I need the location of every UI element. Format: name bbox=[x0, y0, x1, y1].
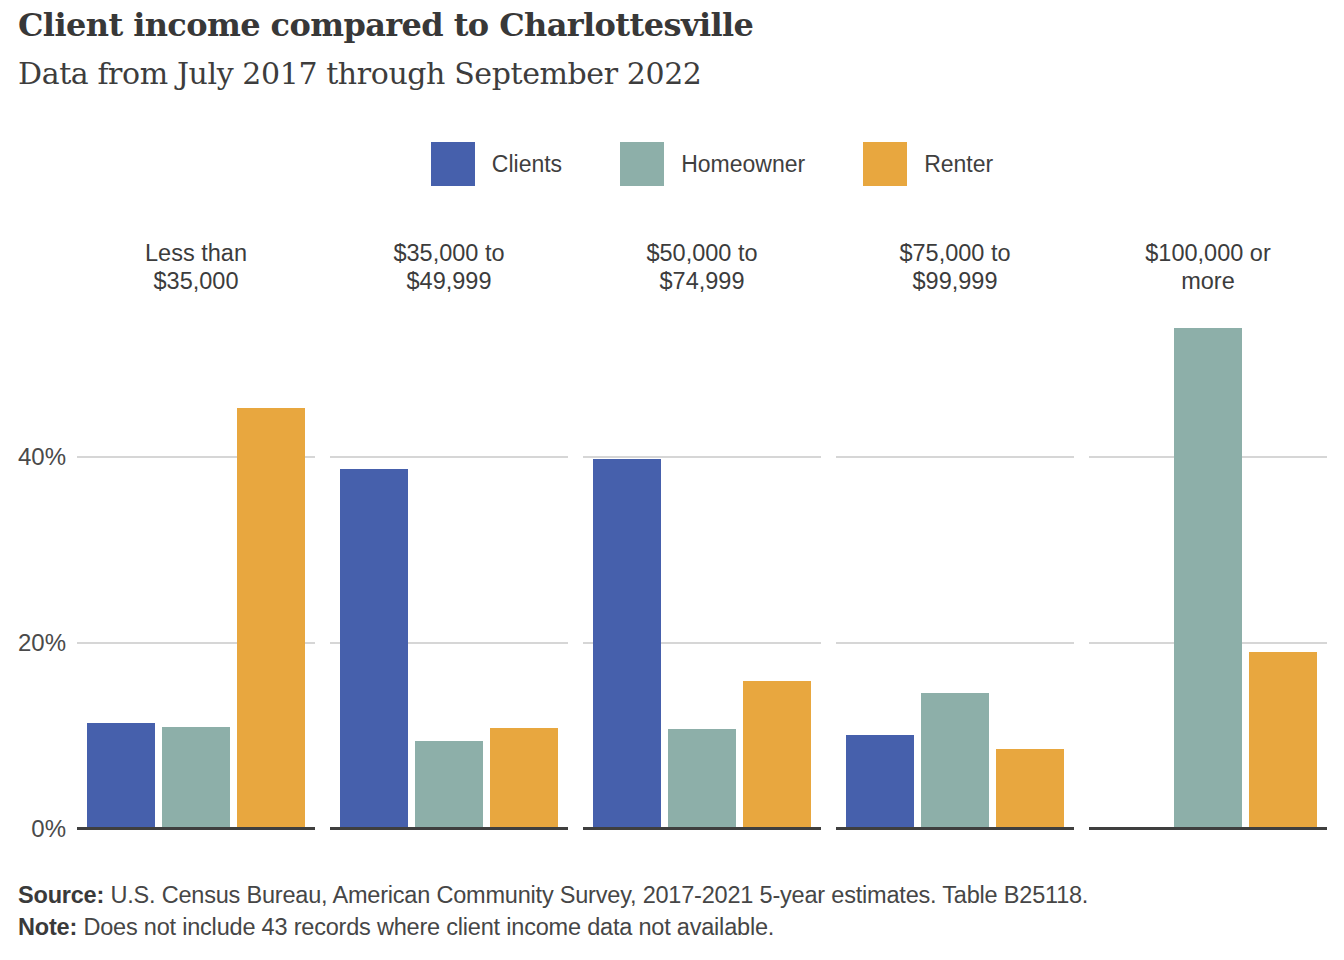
legend-label: Clients bbox=[492, 151, 562, 178]
facet-label-line: $50,000 to bbox=[592, 239, 812, 267]
x-axis-line bbox=[836, 827, 1074, 830]
facet-label-line: more bbox=[1098, 267, 1318, 295]
facet-label-line: $35,000 to bbox=[339, 239, 559, 267]
facet-panel bbox=[330, 300, 568, 829]
bar-clients bbox=[593, 459, 661, 829]
legend-item-renter: Renter bbox=[863, 142, 993, 186]
facet-panel bbox=[1089, 300, 1327, 829]
chart-subtitle: Data from July 2017 through September 20… bbox=[18, 56, 702, 91]
bar-homeowner bbox=[921, 693, 989, 829]
bar-clients bbox=[340, 469, 408, 829]
bar-renter bbox=[996, 749, 1064, 829]
x-axis-line bbox=[1089, 827, 1327, 830]
facet-panel bbox=[77, 300, 315, 829]
facet-label: Less than$35,000 bbox=[86, 239, 306, 295]
facet-label-line: $75,000 to bbox=[845, 239, 1065, 267]
note-label: Note: bbox=[18, 914, 77, 940]
chart-title: Client income compared to Charlottesvill… bbox=[18, 6, 753, 44]
gridline bbox=[583, 456, 821, 458]
note-text: Does not include 43 records where client… bbox=[83, 914, 774, 940]
bar-homeowner bbox=[1174, 328, 1242, 829]
source-line: Source: U.S. Census Bureau, American Com… bbox=[18, 880, 1088, 912]
facet-label: $35,000 to$49,999 bbox=[339, 239, 559, 295]
bar-homeowner bbox=[668, 729, 736, 829]
legend: Clients Homeowner Renter bbox=[0, 142, 1344, 186]
facet-label-line: $35,000 bbox=[86, 267, 306, 295]
facet-label: $50,000 to$74,999 bbox=[592, 239, 812, 295]
facet-label-line: Less than bbox=[86, 239, 306, 267]
x-axis-line bbox=[77, 827, 315, 830]
facet-label-line: $49,999 bbox=[339, 267, 559, 295]
legend-item-homeowner: Homeowner bbox=[620, 142, 805, 186]
facet-panel bbox=[583, 300, 821, 829]
x-axis-line bbox=[583, 827, 821, 830]
legend-swatch-renter bbox=[863, 142, 907, 186]
gridline bbox=[836, 642, 1074, 644]
gridline bbox=[836, 456, 1074, 458]
chart-page: Client income compared to Charlottesvill… bbox=[0, 0, 1344, 960]
facet-label-line: $99,999 bbox=[845, 267, 1065, 295]
bar-clients bbox=[846, 735, 914, 829]
y-axis-tick-label: 0% bbox=[4, 815, 66, 843]
facet-label: $100,000 ormore bbox=[1098, 239, 1318, 295]
legend-label: Renter bbox=[924, 151, 993, 178]
bar-homeowner bbox=[415, 741, 483, 829]
legend-swatch-clients bbox=[431, 142, 475, 186]
gridline bbox=[330, 456, 568, 458]
bar-renter bbox=[743, 681, 811, 829]
footer: Source: U.S. Census Bureau, American Com… bbox=[18, 880, 1088, 943]
bar-homeowner bbox=[162, 727, 230, 829]
legend-item-clients: Clients bbox=[431, 142, 562, 186]
facet-label-line: $100,000 or bbox=[1098, 239, 1318, 267]
y-axis-tick-label: 40% bbox=[4, 443, 66, 471]
facet-label-line: $74,999 bbox=[592, 267, 812, 295]
legend-label: Homeowner bbox=[681, 151, 805, 178]
source-text: U.S. Census Bureau, American Community S… bbox=[110, 882, 1088, 908]
bar-renter bbox=[237, 408, 305, 829]
bar-clients bbox=[87, 723, 155, 829]
bar-renter bbox=[490, 728, 558, 829]
facet-panel bbox=[836, 300, 1074, 829]
x-axis-line bbox=[330, 827, 568, 830]
legend-swatch-homeowner bbox=[620, 142, 664, 186]
source-label: Source: bbox=[18, 882, 104, 908]
facet-label: $75,000 to$99,999 bbox=[845, 239, 1065, 295]
note-line: Note: Does not include 43 records where … bbox=[18, 912, 1088, 944]
y-axis-tick-label: 20% bbox=[4, 629, 66, 657]
bar-renter bbox=[1249, 652, 1317, 829]
